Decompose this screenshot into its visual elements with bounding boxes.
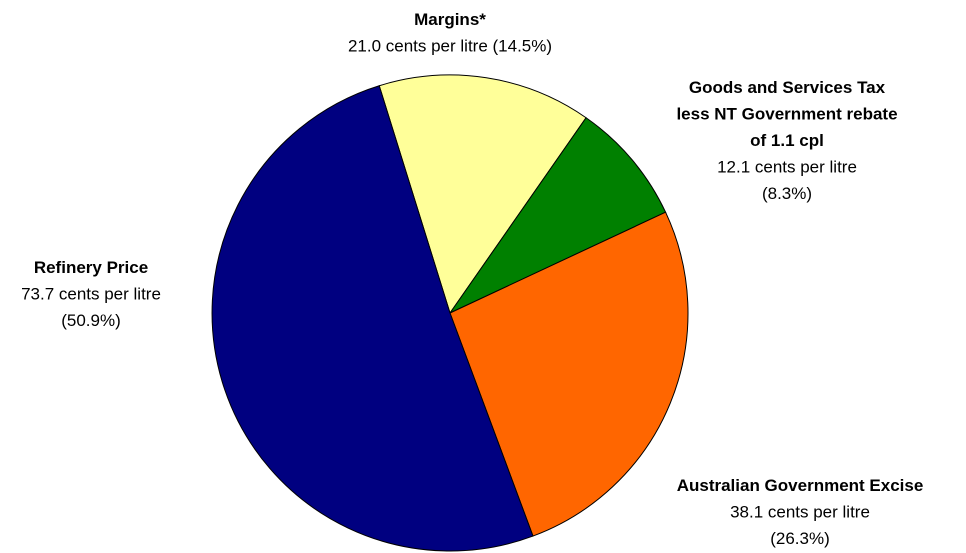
slice-category-label: Australian Government Excise	[677, 476, 924, 495]
slice-category-label: Refinery Price	[34, 258, 148, 277]
slice-label-1: Goods and Services Tax less NT Government…	[676, 78, 897, 203]
slice-category-label: of 1.1 cpl	[750, 131, 824, 150]
slice-label-0: Margins* 21.0 cents per litre (14.5%)	[348, 10, 552, 56]
slice-label-2: Australian Government Excise 38.1 cents p…	[677, 476, 924, 548]
slice-value-label: 38.1 cents per litre	[730, 503, 870, 522]
slice-value-label: (50.9%)	[61, 311, 121, 330]
slice-category-label: Goods and Services Tax	[689, 78, 886, 97]
slice-category-label: less NT Government rebate	[676, 105, 897, 124]
slice-value-label: 21.0 cents per litre (14.5%)	[348, 37, 552, 56]
pie-slices	[212, 75, 688, 551]
slice-value-label: 73.7 cents per litre	[21, 285, 161, 304]
slice-label-3: Refinery Price 73.7 cents per litre (50.9%…	[21, 258, 161, 330]
slice-value-label: (26.3%)	[770, 529, 830, 548]
slice-category-label: Margins*	[414, 10, 486, 29]
slice-value-label: (8.3%)	[762, 184, 812, 203]
slice-value-label: 12.1 cents per litre	[717, 158, 857, 177]
